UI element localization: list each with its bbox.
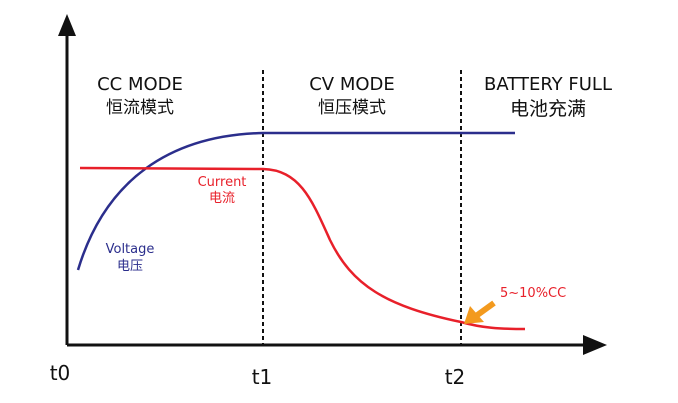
- mode-full-zh: 电池充满: [510, 98, 586, 120]
- mode-cc-zh: 恒流模式: [106, 98, 174, 118]
- voltage-label-en: Voltage: [106, 242, 155, 257]
- current-label-en: Current: [198, 175, 247, 190]
- mode-cc-en: CC MODE: [97, 74, 183, 95]
- y-axis-arrow: [58, 14, 76, 36]
- annotation-label: 5~10%CC: [500, 286, 566, 301]
- annotation-arrow: [474, 300, 496, 319]
- mode-cv-en: CV MODE: [309, 74, 395, 95]
- voltage-curve: [76, 131, 515, 271]
- current-label-zh: 电流: [209, 191, 235, 206]
- mode-full-en: BATTERY FULL: [484, 74, 612, 95]
- current-curve: [79, 166, 526, 331]
- t2-label: t2: [445, 365, 466, 389]
- t1-label: t1: [252, 365, 273, 389]
- annotation-arrowhead: [464, 306, 484, 324]
- x-axis-arrow: [583, 335, 607, 355]
- mode-cv-zh: 恒压模式: [318, 98, 386, 118]
- t0-label: t0: [50, 361, 71, 385]
- voltage-label-zh: 电压: [117, 259, 143, 274]
